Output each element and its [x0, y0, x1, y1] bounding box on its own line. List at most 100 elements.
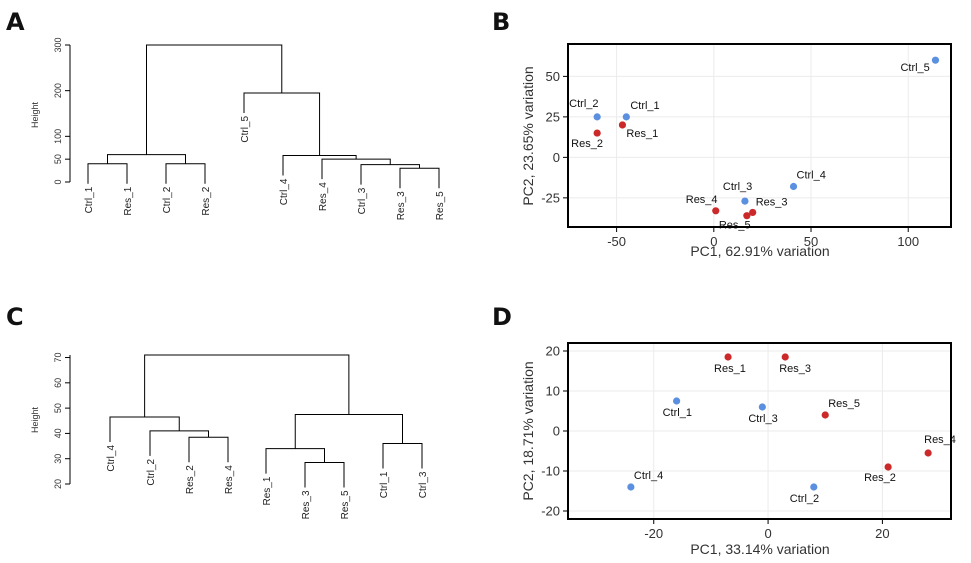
y-tick-label: 100 — [53, 129, 63, 144]
grid-lines — [568, 343, 951, 519]
data-point-res-2 — [593, 129, 601, 137]
panel-letter-d: D — [492, 303, 512, 331]
point-label: Res_5 — [828, 398, 860, 410]
point-label: Ctrl_3 — [723, 181, 752, 193]
data-point-ctrl-5 — [931, 56, 940, 64]
point-label: Ctrl_3 — [748, 413, 777, 425]
y-ticks: 20 30 40 50 60 70 — [53, 353, 70, 489]
plot-frame — [567, 342, 952, 520]
data-point-ctrl-4 — [789, 182, 798, 191]
dendrogram-link — [382, 443, 423, 469]
data-point-ctrl-2 — [810, 483, 818, 491]
data-point-res-3 — [781, 353, 789, 361]
y-tick-label: 60 — [53, 378, 63, 388]
leaf-label: Res_2 — [201, 186, 212, 215]
point-label: Res_2 — [864, 472, 896, 484]
dendrogram-link — [243, 92, 321, 156]
y-tick-label: 200 — [53, 83, 63, 98]
y-tick-label: 300 — [53, 37, 63, 52]
leaf-label: Res_3 — [301, 490, 312, 519]
plot-background — [568, 44, 951, 227]
data-point-res-2 — [884, 463, 892, 471]
panel-letter-b: B — [492, 8, 510, 36]
point-label: Res_1 — [626, 128, 658, 140]
panel-letter-c: C — [6, 303, 24, 331]
point-label: Ctrl_5 — [900, 62, 929, 74]
x-tick-label: 0 — [764, 526, 771, 541]
dendrogram-link — [149, 430, 209, 456]
leaf-label: Ctrl_1 — [84, 186, 95, 213]
y-tick-label: 30 — [53, 454, 63, 464]
dendrogram-link — [282, 155, 357, 176]
y-ticks: 0 50 100 200 300 — [53, 37, 70, 185]
point-label: Ctrl_2 — [569, 98, 598, 110]
point-label: Ctrl_1 — [630, 100, 659, 112]
y-tick-label: 0 — [553, 150, 560, 165]
leaf-label: Ctrl_2 — [162, 186, 173, 213]
y-tick-label: 70 — [53, 353, 63, 363]
data-points: Res_1 Res_3 Ctrl_1 Ctrl_3 Res_5 Res_4 Res_2 Ctr… — [627, 353, 956, 505]
y-tick-label: 50 — [546, 69, 560, 84]
x-tick-label: 20 — [875, 526, 889, 541]
data-point-ctrl-3 — [758, 403, 766, 411]
leaf-label: Res_2 — [185, 465, 196, 494]
leaf-label: Ctrl_5 — [240, 116, 251, 143]
dendrogram-link — [360, 164, 420, 185]
dendrogram-link — [188, 436, 229, 463]
panel-letter-a: A — [6, 8, 25, 36]
y-tick-label: 50 — [53, 403, 63, 413]
leaf-labels: Ctrl_4 Ctrl_2 Res_2 Res_4 Res_1 Res_3 Res_5 Ctr… — [106, 445, 429, 520]
dendrogram-link — [265, 448, 325, 474]
x-tick-label: 0 — [710, 234, 717, 249]
data-point-res-4 — [712, 207, 720, 215]
dendrogram-link — [107, 154, 186, 164]
grid-lines — [568, 44, 951, 227]
leaf-label: Res_1 — [262, 476, 273, 505]
axis-ticks: -20 0 20 -20 -10 0 10 20 — [541, 344, 889, 542]
dendrogram-a: Height 0 50 100 200 300 Ctrl_1 Res_1 Ctrl_2 Res… — [30, 37, 446, 220]
pca-scatter-d: -20 0 20 -20 -10 0 10 20 Res_1 Res_3 Ctrl_1 Ctrl_3… — [520, 342, 956, 557]
y-tick-label: -10 — [541, 464, 560, 479]
data-point-res-1 — [618, 121, 627, 129]
leaf-label: Res_5 — [340, 490, 351, 519]
y-axis-label: PC2, 18.71% variation — [520, 361, 536, 500]
y-tick-label: 25 — [546, 109, 560, 124]
point-label: Res_1 — [714, 363, 746, 375]
data-point-ctrl-4 — [627, 483, 635, 491]
x-axis-label: PC1, 62.91% variation — [690, 243, 829, 259]
data-point-ctrl-1 — [622, 113, 630, 121]
leaf-labels: Ctrl_1 Res_1 Ctrl_2 Res_2 Ctrl_5 Ctrl_4 Res_4 C… — [84, 116, 446, 221]
y-axis-label: PC2, 23.65% variation — [520, 66, 536, 205]
data-point-res-5 — [821, 411, 829, 419]
point-label: Ctrl_1 — [663, 407, 692, 419]
dendrogram-link — [144, 354, 350, 417]
dendrogram-c: Height 20 30 40 50 60 70 Ctrl_4 Ctrl_2 Res_2 Res… — [30, 353, 429, 520]
dendrogram-link — [109, 416, 180, 442]
leaf-label: Ctrl_3 — [357, 187, 368, 214]
leaf-label: Ctrl_4 — [279, 178, 290, 205]
x-axis-label: PC1, 33.14% variation — [690, 541, 829, 557]
leaf-label: Res_5 — [435, 191, 446, 220]
x-tick-label: -20 — [644, 526, 663, 541]
plot-frame — [567, 43, 952, 228]
y-axis-label: Height — [30, 406, 40, 433]
dendrogram-link — [304, 462, 345, 488]
y-tick-label: 10 — [546, 384, 560, 399]
axis-ticks: -50 0 50 100 -25 0 25 50 — [541, 69, 919, 249]
point-label: Res_4 — [924, 434, 956, 446]
data-point-res-5 — [743, 212, 751, 220]
leaf-label: Res_1 — [123, 186, 134, 215]
y-tick-label: -20 — [541, 504, 560, 519]
data-point-res-3 — [749, 208, 757, 217]
dendrogram-link — [87, 163, 128, 184]
data-point-ctrl-3 — [741, 197, 749, 205]
leaf-label: Ctrl_3 — [418, 471, 429, 498]
leaf-label: Ctrl_1 — [379, 471, 390, 498]
leaf-label: Res_4 — [318, 182, 329, 211]
data-point-res-1 — [724, 353, 732, 361]
y-tick-label: 20 — [53, 479, 63, 489]
y-tick-label: 40 — [53, 428, 63, 438]
point-label: Res_4 — [686, 194, 718, 206]
point-label: Res_3 — [756, 196, 788, 208]
